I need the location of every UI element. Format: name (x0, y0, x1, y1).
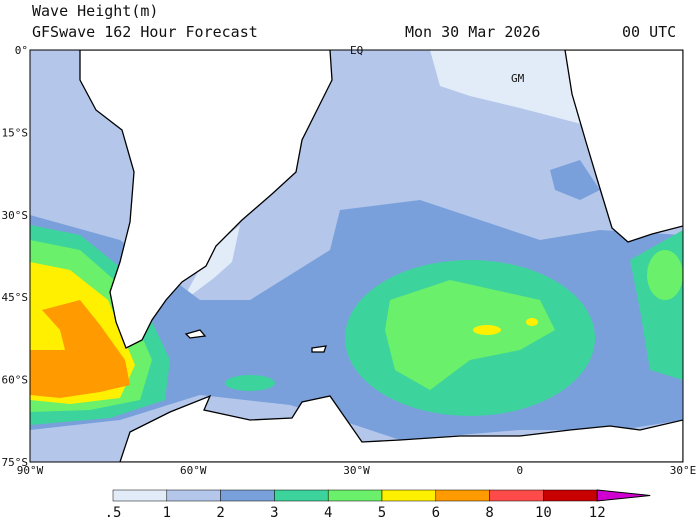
lon-label: 30°W (343, 464, 370, 477)
wave-band (30, 300, 130, 398)
wave-band (550, 160, 600, 200)
map-frame (29, 49, 684, 463)
lat-label: 0° (15, 44, 28, 57)
colorbar-segment (220, 489, 275, 502)
colorbar-segment (166, 489, 221, 502)
title: Wave Height(m) (32, 2, 158, 20)
lat-label: 30°S (2, 209, 29, 222)
islands (184, 329, 327, 353)
lon-label: 90°W (17, 464, 44, 477)
lat-label: 45°S (2, 291, 29, 304)
lat-label: 75°S (2, 456, 29, 469)
marker-gm: GM (511, 72, 525, 85)
colorbar-label: 12 (589, 505, 606, 521)
colorbar-label: 5 (378, 505, 386, 521)
antarctica (119, 394, 683, 462)
colorbar-label: 2 (216, 505, 224, 521)
colorbar-segment (489, 489, 544, 502)
wave-band (385, 280, 555, 390)
colorbar-segment (543, 489, 598, 502)
colorbar-label: 8 (485, 505, 493, 521)
subtitle: GFSwave 162 Hour Forecast (32, 23, 258, 41)
lon-label: 0 (516, 464, 523, 477)
colorbar-label: 4 (324, 505, 332, 521)
wave-band (430, 50, 590, 125)
wave-band (176, 225, 240, 312)
wave-band (473, 325, 501, 335)
wave-band (647, 250, 683, 300)
marker-eq: EQ (350, 44, 363, 57)
colorbar-segment (112, 489, 168, 502)
colorbar-label: 3 (270, 505, 278, 521)
wave-band (526, 318, 538, 326)
land (79, 50, 683, 462)
colorbar-label: 1 (163, 505, 171, 521)
colorbar-segment (274, 489, 329, 502)
south-america (79, 50, 333, 349)
time: 00 UTC (622, 23, 676, 41)
colorbar-segment (381, 489, 437, 502)
lat-label: 15°S (2, 126, 29, 139)
colorbar-over (596, 489, 651, 502)
colorbar-segment (435, 489, 490, 502)
lon-label: 30°E (670, 464, 697, 477)
lon-label: 60°W (180, 464, 207, 477)
colorbar-label: .5 (105, 505, 122, 521)
lat-label: 60°S (2, 374, 29, 387)
colorbar-segment (327, 489, 383, 502)
colorbar-label: 6 (432, 505, 440, 521)
africa (564, 50, 683, 243)
colorbar-label: 10 (535, 505, 552, 521)
wave-band (225, 375, 275, 391)
date: Mon 30 Mar 2026 (405, 23, 540, 41)
